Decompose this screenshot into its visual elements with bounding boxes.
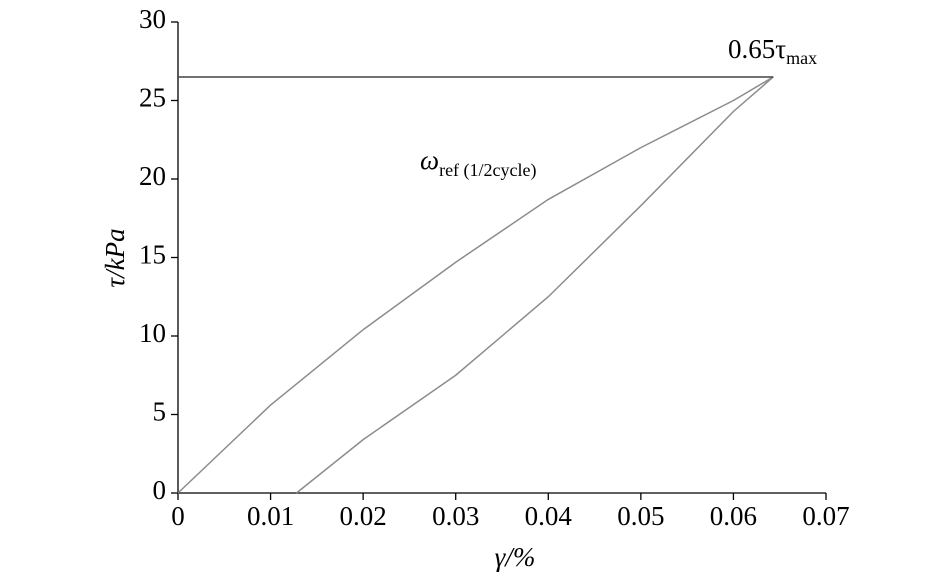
x-tick-label: 0.01 (247, 501, 294, 531)
x-tick-label: 0.04 (525, 501, 573, 531)
x-tick-label: 0.07 (802, 501, 849, 531)
annotation: 0.65τmax (728, 34, 817, 68)
annotation-text: 0.65τ (728, 34, 786, 64)
annotation: ωref (1/2cycle) (420, 145, 537, 181)
x-tick-label: 0.05 (617, 501, 664, 531)
y-tick-label: 5 (153, 397, 167, 427)
y-tick-label: 30 (139, 4, 166, 34)
y-tick-label: 25 (139, 83, 166, 113)
annotation-sub: ref (1/2cycle) (439, 160, 536, 181)
y-tick-label: 20 (139, 161, 166, 191)
x-tick-label: 0.06 (710, 501, 757, 531)
y-tick-label: 15 (139, 240, 166, 270)
annotation-sub: max (786, 48, 817, 68)
annotation-text: ω (420, 145, 439, 175)
x-axis-label: γ/% (495, 542, 536, 572)
series-line (177, 76, 774, 494)
y-axis-label: τ/kPa (100, 228, 130, 287)
x-tick-label: 0 (171, 501, 185, 531)
x-tick-label: 0.02 (340, 501, 387, 531)
y-tick-label: 10 (139, 318, 166, 348)
series-line (296, 76, 774, 494)
x-tick-label: 0.03 (432, 501, 479, 531)
y-tick-label: 0 (153, 475, 167, 505)
